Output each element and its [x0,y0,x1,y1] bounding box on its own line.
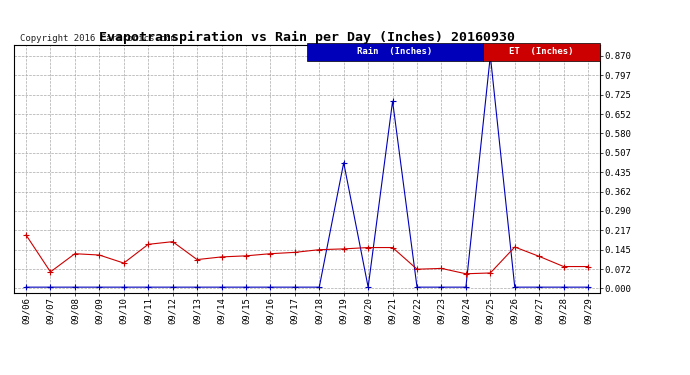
Text: Copyright 2016 Cartronics.com: Copyright 2016 Cartronics.com [19,33,175,42]
Bar [307,42,483,61]
Title: Evapotranspiration vs Rain per Day (Inches) 20160930: Evapotranspiration vs Rain per Day (Inch… [99,31,515,44]
Bar [483,42,600,61]
Text: Rain  (Inches): Rain (Inches) [357,47,433,56]
Text: ET  (Inches): ET (Inches) [509,47,574,56]
